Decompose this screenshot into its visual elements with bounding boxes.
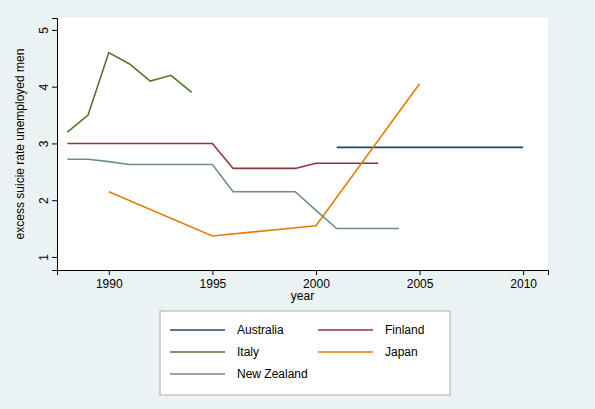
x-tick-mark <box>316 270 317 275</box>
y-tick: 3 <box>37 140 57 147</box>
plot-area <box>57 18 548 270</box>
x-tick: 2010 <box>510 270 537 291</box>
series-line <box>109 84 420 236</box>
x-tick: 2000 <box>303 270 330 291</box>
legend-label: Finland <box>385 323 424 337</box>
legend-swatch <box>170 373 225 375</box>
x-axis-line <box>58 271 549 276</box>
legend-swatch <box>170 329 225 331</box>
y-axis: 1 2 3 4 5 <box>37 19 58 271</box>
legend: Australia Finland Italy Japan New Zealand <box>160 311 450 395</box>
legend-label: Japan <box>385 345 418 359</box>
background <box>0 0 595 409</box>
legend-swatch <box>318 329 373 331</box>
y-tick-mark <box>52 87 57 88</box>
x-tick-mark <box>420 270 421 275</box>
legend-label: Italy <box>237 345 259 359</box>
y-tick: 1 <box>37 254 57 261</box>
x-tick-mark <box>523 270 524 275</box>
y-tick: 5 <box>37 27 57 34</box>
legend-label: New Zealand <box>237 367 308 381</box>
series-line <box>337 147 523 149</box>
x-tick-label: 1995 <box>200 277 227 291</box>
x-axis: 1990 1995 2000 2005 2010 <box>58 270 549 291</box>
x-tick: 1995 <box>200 270 227 291</box>
legend-swatch <box>318 351 373 353</box>
y-tick: 4 <box>37 84 57 91</box>
x-tick-mark <box>109 270 110 275</box>
y-axis-line <box>52 19 58 271</box>
x-tick: 2005 <box>407 270 434 291</box>
y-tick-label: 5 <box>37 27 51 34</box>
x-tick-label: 2010 <box>510 277 537 291</box>
y-tick-mark <box>52 30 57 31</box>
series-line <box>67 143 378 168</box>
y-tick-label: 3 <box>37 140 51 147</box>
y-tick-label: 4 <box>37 84 51 91</box>
chart: 1990 1995 2000 2005 2010 1 2 3 4 5 year excess suic… <box>0 0 595 409</box>
y-tick-mark <box>52 143 57 144</box>
series-group <box>67 53 523 236</box>
x-tick-label: 2005 <box>407 277 434 291</box>
x-tick: 1990 <box>96 270 123 291</box>
legend-box <box>160 311 450 395</box>
y-axis-title: excess suicie rate unemployed men <box>13 49 27 240</box>
legend-swatch <box>170 351 225 353</box>
x-axis-title: year <box>291 289 314 303</box>
x-tick-mark <box>212 270 213 275</box>
y-tick-label: 1 <box>37 254 51 261</box>
series-line <box>67 53 191 132</box>
legend-label: Australia <box>237 323 284 337</box>
x-tick-label: 1990 <box>96 277 123 291</box>
y-tick-mark <box>52 200 57 201</box>
series-line <box>67 159 398 228</box>
y-tick: 2 <box>37 197 57 204</box>
y-tick-label: 2 <box>37 197 51 204</box>
y-tick-mark <box>52 257 57 258</box>
